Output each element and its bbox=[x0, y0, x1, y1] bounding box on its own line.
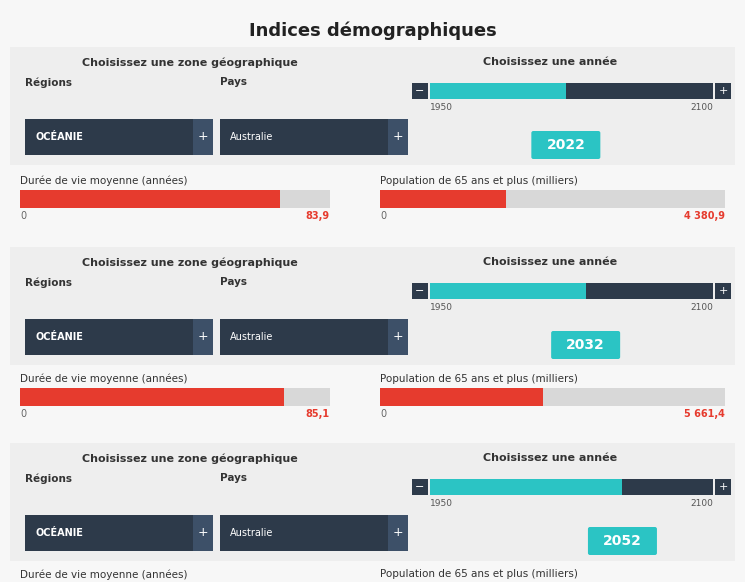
Text: Pays: Pays bbox=[220, 277, 247, 287]
Text: 5 661,4: 5 661,4 bbox=[684, 409, 725, 419]
Text: OCÉANIE: OCÉANIE bbox=[35, 332, 83, 342]
Text: +: + bbox=[718, 86, 728, 96]
Text: 1950: 1950 bbox=[430, 499, 453, 508]
Text: Australie: Australie bbox=[230, 528, 273, 538]
Bar bbox=[430, 479, 713, 495]
Bar bbox=[380, 190, 506, 208]
Text: Durée de vie moyenne (années): Durée de vie moyenne (années) bbox=[20, 569, 188, 580]
Text: +: + bbox=[393, 527, 403, 540]
Bar bbox=[430, 83, 713, 99]
Bar bbox=[715, 283, 731, 299]
Text: −: − bbox=[415, 286, 425, 296]
Text: 2100: 2100 bbox=[690, 303, 713, 312]
Text: Durée de vie moyenne (années): Durée de vie moyenne (années) bbox=[20, 176, 188, 186]
Text: Pays: Pays bbox=[220, 473, 247, 483]
Bar bbox=[193, 119, 213, 155]
Text: 83,9: 83,9 bbox=[306, 211, 330, 221]
Text: OCÉANIE: OCÉANIE bbox=[35, 528, 83, 538]
Bar bbox=[412, 83, 428, 99]
Text: Australie: Australie bbox=[230, 332, 273, 342]
Bar bbox=[193, 515, 213, 551]
Text: Régions: Régions bbox=[25, 277, 72, 288]
Text: Choisissez une année: Choisissez une année bbox=[483, 257, 617, 267]
Bar bbox=[430, 283, 586, 299]
Bar bbox=[715, 83, 731, 99]
Bar bbox=[20, 388, 330, 406]
Text: Choisissez une zone géographique: Choisissez une zone géographique bbox=[82, 57, 298, 68]
Bar bbox=[380, 388, 543, 406]
Bar bbox=[388, 319, 408, 355]
Text: Population de 65 ans et plus (milliers): Population de 65 ans et plus (milliers) bbox=[380, 176, 578, 186]
Text: Durée de vie moyenne (années): Durée de vie moyenne (années) bbox=[20, 374, 188, 385]
Bar bbox=[20, 190, 330, 208]
Text: 0: 0 bbox=[380, 211, 386, 221]
Bar bbox=[220, 319, 395, 355]
Text: 2100: 2100 bbox=[690, 103, 713, 112]
Text: Indices démographiques: Indices démographiques bbox=[249, 22, 496, 41]
Text: 0: 0 bbox=[20, 211, 26, 221]
Text: +: + bbox=[718, 482, 728, 492]
Text: 4 380,9: 4 380,9 bbox=[684, 211, 725, 221]
Text: 2032: 2032 bbox=[566, 338, 605, 352]
Text: 0: 0 bbox=[20, 409, 26, 419]
FancyBboxPatch shape bbox=[551, 331, 620, 359]
FancyBboxPatch shape bbox=[531, 131, 600, 159]
Bar bbox=[20, 388, 284, 406]
Text: Choisissez une année: Choisissez une année bbox=[483, 57, 617, 67]
Text: 1950: 1950 bbox=[430, 303, 453, 312]
Bar bbox=[25, 119, 200, 155]
Text: 2100: 2100 bbox=[690, 499, 713, 508]
Text: +: + bbox=[197, 130, 209, 144]
Text: Régions: Régions bbox=[25, 473, 72, 484]
Text: +: + bbox=[718, 286, 728, 296]
Text: +: + bbox=[197, 527, 209, 540]
Bar bbox=[220, 515, 395, 551]
Text: 85,1: 85,1 bbox=[306, 409, 330, 419]
Bar bbox=[193, 319, 213, 355]
Bar bbox=[20, 190, 280, 208]
Bar bbox=[412, 479, 428, 495]
Text: −: − bbox=[415, 86, 425, 96]
Bar bbox=[220, 119, 395, 155]
Bar bbox=[430, 83, 566, 99]
Text: Population de 65 ans et plus (milliers): Population de 65 ans et plus (milliers) bbox=[380, 374, 578, 384]
Bar bbox=[388, 515, 408, 551]
Bar bbox=[25, 319, 200, 355]
Text: +: + bbox=[197, 331, 209, 343]
Text: Pays: Pays bbox=[220, 77, 247, 87]
Text: 2052: 2052 bbox=[603, 534, 642, 548]
Text: −: − bbox=[415, 482, 425, 492]
Bar bbox=[430, 283, 713, 299]
FancyBboxPatch shape bbox=[588, 527, 657, 555]
Text: 0: 0 bbox=[380, 409, 386, 419]
Bar bbox=[412, 283, 428, 299]
Text: Population de 65 ans et plus (milliers): Population de 65 ans et plus (milliers) bbox=[380, 569, 578, 579]
Text: +: + bbox=[393, 331, 403, 343]
Text: Choisissez une année: Choisissez une année bbox=[483, 453, 617, 463]
Bar bbox=[25, 515, 200, 551]
Text: Choisissez une zone géographique: Choisissez une zone géographique bbox=[82, 453, 298, 463]
Bar bbox=[715, 479, 731, 495]
Text: Australie: Australie bbox=[230, 132, 273, 142]
Bar bbox=[380, 388, 725, 406]
Bar bbox=[430, 479, 622, 495]
Text: OCÉANIE: OCÉANIE bbox=[35, 132, 83, 142]
Text: 1950: 1950 bbox=[430, 103, 453, 112]
Bar bbox=[388, 119, 408, 155]
Text: +: + bbox=[393, 130, 403, 144]
Text: Choisissez une zone géographique: Choisissez une zone géographique bbox=[82, 257, 298, 268]
Text: Régions: Régions bbox=[25, 77, 72, 87]
Text: 2022: 2022 bbox=[546, 138, 586, 152]
Bar bbox=[380, 190, 725, 208]
